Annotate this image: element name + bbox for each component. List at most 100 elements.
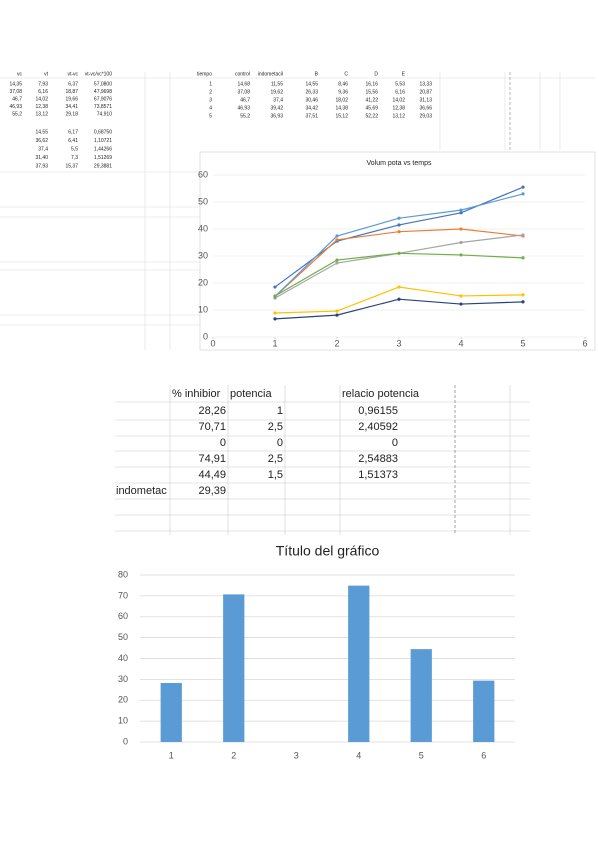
sheet-cell: 36,66 [419, 105, 432, 111]
sheet-cell: 14,55 [305, 81, 318, 87]
point [521, 233, 525, 237]
table-cell: 29,39 [198, 485, 226, 497]
sheet-cell: 31,40 [35, 155, 48, 161]
sheet-header: D [374, 71, 378, 77]
table-cell: 74,91 [198, 453, 226, 465]
sheet-cell: 41,22 [365, 97, 378, 103]
table-cell: 28,26 [198, 405, 226, 417]
point [459, 253, 463, 257]
x-tick-label: 1 [169, 750, 174, 760]
sheet-cell: 1,10721 [94, 138, 112, 144]
y-tick-label: 30 [198, 250, 208, 260]
sheet-cell: 15,56 [365, 89, 378, 95]
sheet-cell: 34,42 [305, 105, 318, 111]
point [335, 258, 339, 262]
y-tick-label: 40 [198, 223, 208, 233]
sheet-cell: 37,4 [273, 97, 283, 103]
x-tick-label: 6 [481, 750, 486, 760]
table-cell: 2,5 [268, 421, 283, 433]
x-tick-label: 6 [582, 338, 587, 348]
point [521, 293, 525, 297]
x-tick-label: 5 [520, 338, 525, 348]
sheet-cell: 16,16 [365, 81, 378, 87]
y-tick-label: 40 [118, 653, 128, 663]
sheet-cell: 37,08 [9, 89, 22, 95]
point [273, 317, 277, 321]
table-header: potencia [230, 388, 272, 400]
sheet-cell: 46,7 [240, 97, 250, 103]
point [459, 211, 463, 215]
table-cell: 1,51373 [358, 469, 398, 481]
bar [473, 680, 495, 742]
y-tick-label: 50 [118, 632, 128, 642]
x-tick-label: 2 [231, 750, 236, 760]
bar [223, 594, 245, 742]
sheet-cell: 9,36 [338, 89, 348, 95]
x-tick-label: 2 [334, 338, 339, 348]
table-cell: indometac [116, 485, 167, 497]
sheet-header: vt [44, 71, 49, 77]
y-tick-label: 10 [118, 716, 128, 726]
bar [410, 649, 432, 742]
point [459, 302, 463, 306]
sheet-cell: 6,41 [68, 138, 78, 144]
sheet-cell: 14,02 [392, 97, 405, 103]
sheet-cell: 46,93 [9, 104, 22, 110]
point [521, 185, 525, 189]
sheet-header: vt-vc [67, 71, 78, 77]
sheet-cell: 37,51 [305, 113, 318, 119]
y-tick-label: 60 [198, 169, 208, 179]
y-tick-label: 80 [118, 569, 128, 579]
x-tick-label: 3 [396, 338, 401, 348]
table-cell: 2,54883 [358, 453, 398, 465]
table-header: relacio potencia [342, 388, 420, 400]
sheet-cell: 46,7 [12, 96, 22, 102]
point [335, 234, 339, 238]
sheet-cell: 15,12 [335, 113, 348, 119]
y-tick-label: 20 [118, 695, 128, 705]
sheet-cell: 12,38 [392, 105, 405, 111]
sheet-cell: 19,62 [270, 89, 283, 95]
sheet-cell: 14,68 [237, 81, 250, 87]
sheet-cell: 13,12 [35, 111, 48, 117]
y-tick-label: 10 [198, 304, 208, 314]
sheet-cell: 2 [209, 89, 212, 95]
point [397, 285, 401, 289]
sheet-cell: 7,93 [38, 81, 48, 87]
sheet-cell: 47,9698 [94, 89, 112, 95]
table-cell: 1 [277, 405, 283, 417]
table-grid [115, 385, 530, 535]
x-tick-label: 5 [419, 750, 424, 760]
sheet-cell: 57,0800 [94, 81, 112, 87]
sheet-cell: 1,44266 [94, 146, 112, 152]
sheet-cell: 29,18 [65, 111, 78, 117]
point [335, 313, 339, 317]
point [273, 311, 277, 315]
sheet-cell: 55,2 [240, 113, 250, 119]
y-tick-label: 60 [118, 611, 128, 621]
sheet-cell: 18,87 [65, 89, 78, 95]
point [335, 309, 339, 313]
bar [348, 585, 370, 742]
table-cell: 0 [392, 437, 398, 449]
sheet-cell: 11,55 [271, 81, 283, 87]
point [397, 230, 401, 234]
point [397, 297, 401, 301]
table-cell: 2,5 [268, 453, 283, 465]
sheet-cell: 19,66 [65, 96, 78, 102]
sheet-header: vt-vc/vc*100 [85, 71, 112, 77]
table-header: % inhibior [172, 388, 221, 400]
sheet-cell: 6,17 [68, 129, 78, 135]
point [273, 294, 277, 298]
table-cell: 44,49 [198, 469, 226, 481]
point [273, 285, 277, 289]
sheet-grid [0, 72, 595, 350]
chart-title: Título del gráfico [276, 543, 380, 559]
x-tick-label: 4 [458, 338, 463, 348]
y-tick-label: 30 [118, 674, 128, 684]
sheet-cell: 36,93 [270, 113, 283, 119]
sheet-cell: 5 [209, 113, 212, 119]
sheet-cell: 13,33 [419, 81, 432, 87]
sheet-cell: 20,87 [419, 89, 432, 95]
